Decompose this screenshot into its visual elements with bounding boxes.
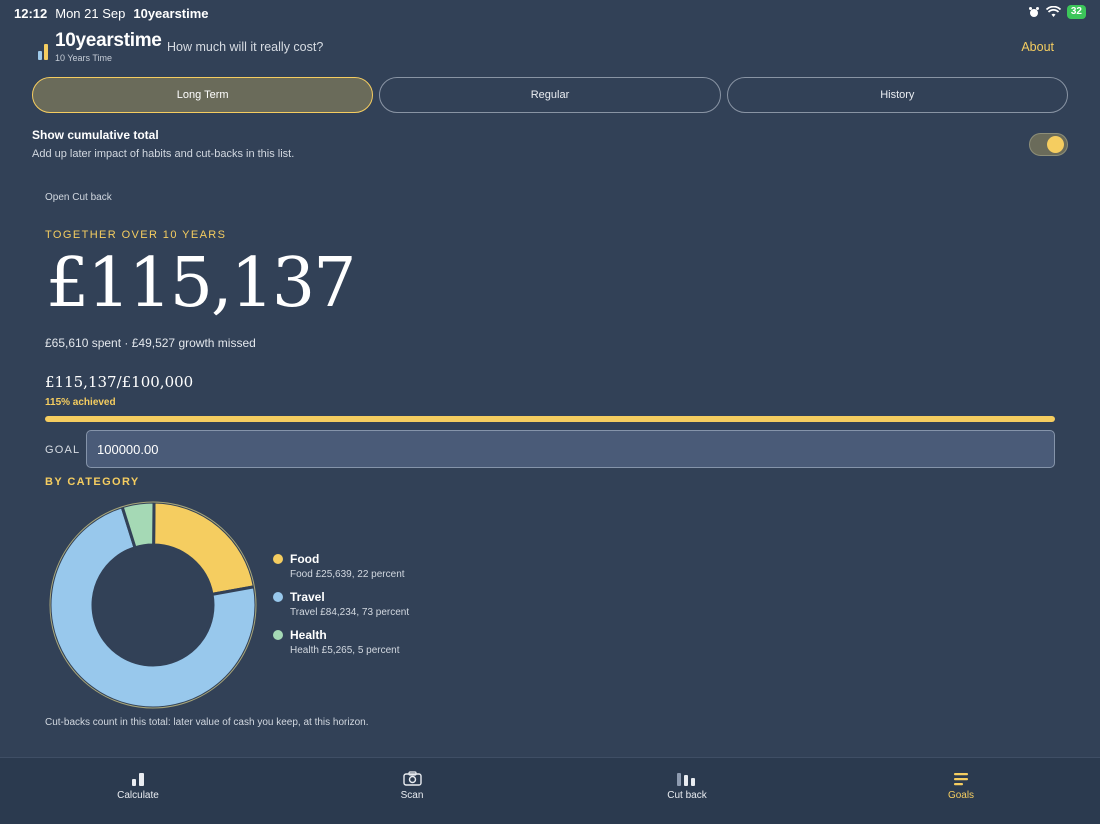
app-header: 10yearstime 10 Years Time How much will … xyxy=(36,30,1054,64)
nav-scan[interactable]: Scan xyxy=(362,768,462,801)
bar-chart-icon xyxy=(132,773,144,786)
wifi-icon xyxy=(1045,6,1061,17)
cut-back-icon xyxy=(677,773,695,786)
legend-name: Food xyxy=(290,552,320,566)
nav-label: Cut back xyxy=(667,790,707,801)
nav-label: Calculate xyxy=(117,790,159,801)
about-link[interactable]: About xyxy=(1021,40,1054,54)
category-donut-chart xyxy=(48,500,258,710)
legend-name: Travel xyxy=(290,590,325,604)
cumulative-toggle[interactable] xyxy=(1029,133,1068,156)
camera-icon xyxy=(402,771,422,786)
status-bar: 12:12 Mon 21 Sep 10yearstime 32 xyxy=(0,0,1100,26)
total-amount: £115,137 xyxy=(46,244,356,323)
food-dot xyxy=(273,554,283,564)
legend-item-travel: Travel Travel £84,234, 73 percent xyxy=(273,588,409,626)
goal-input[interactable] xyxy=(86,430,1055,468)
total-breakdown: £65,610 spent · £49,527 growth missed xyxy=(45,336,256,350)
cumulative-title: Show cumulative total xyxy=(32,128,159,142)
goal-progress-bar xyxy=(45,416,1055,422)
goal-ratio: £115,137/£100,000 xyxy=(45,373,194,391)
battery-indicator: 32 xyxy=(1066,5,1086,19)
legend-item-health: Health Health £5,265, 5 percent xyxy=(273,626,409,664)
category-heading: BY CATEGORY xyxy=(45,476,140,488)
logo-icon xyxy=(38,40,52,60)
goal-label: GOAL xyxy=(45,444,81,456)
goal-achieved: 115% achieved xyxy=(45,397,116,408)
health-dot xyxy=(273,630,283,640)
status-app-name: 10yearstime xyxy=(133,5,209,21)
goal-progress-fill xyxy=(45,416,1055,422)
open-cut-back-link[interactable]: Open Cut back xyxy=(45,192,112,203)
cumulative-description: Add up later impact of habits and cut-ba… xyxy=(32,148,295,160)
nav-calculate[interactable]: Calculate xyxy=(88,768,188,801)
status-date: Mon 21 Sep xyxy=(55,5,126,21)
tab-bar: Long Term Regular History xyxy=(32,77,1068,113)
travel-dot xyxy=(273,592,283,602)
tab-regular[interactable]: Regular xyxy=(379,77,721,113)
legend-detail: Food £25,639, 22 percent xyxy=(290,569,405,580)
legend-item-food: Food Food £25,639, 22 percent xyxy=(273,550,409,588)
toggle-knob xyxy=(1047,136,1064,153)
alarm-icon xyxy=(1028,7,1039,17)
app-subtitle: 10 Years Time xyxy=(55,53,113,63)
app-tagline: How much will it really cost? xyxy=(167,40,324,54)
nav-goals[interactable]: Goals xyxy=(911,768,1011,801)
tab-history[interactable]: History xyxy=(726,77,1068,113)
goals-list-icon xyxy=(954,773,968,786)
nav-label: Goals xyxy=(947,790,975,801)
nav-label: Scan xyxy=(400,790,424,801)
status-time: 12:12 xyxy=(14,5,48,21)
legend-name: Health xyxy=(290,628,327,642)
legend-detail: Health £5,265, 5 percent xyxy=(290,645,400,656)
summary-heading: TOGETHER OVER 10 YEARS xyxy=(45,229,227,241)
category-legend: Food Food £25,639, 22 percent Travel Tra… xyxy=(273,550,409,664)
status-icons: 32 xyxy=(1028,5,1086,19)
donut-outline xyxy=(49,501,257,709)
nav-cut-back[interactable]: Cut back xyxy=(637,768,737,801)
tab-long-term[interactable]: Long Term xyxy=(32,77,374,113)
footnote: Cut-backs count in this total: later val… xyxy=(45,717,369,728)
bottom-nav: Calculate Scan Cut back xyxy=(0,757,1100,824)
app-title: 10yearstime xyxy=(55,30,162,51)
legend-detail: Travel £84,234, 73 percent xyxy=(290,607,410,618)
